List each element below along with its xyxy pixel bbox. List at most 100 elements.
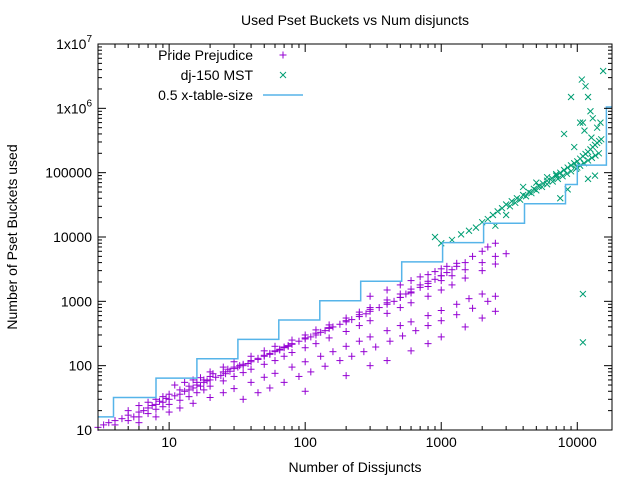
data-point: [156, 397, 164, 405]
data-point: [165, 390, 173, 398]
data-point: [162, 394, 170, 402]
marker-d2: [522, 192, 530, 200]
data-point: [383, 286, 391, 294]
marker-d2: [593, 124, 601, 132]
data-point: [355, 337, 363, 345]
marker-d2: [525, 188, 533, 196]
data-point: [266, 384, 274, 392]
marker-d2: [582, 82, 589, 90]
data-point: [552, 170, 560, 178]
data-point: [288, 363, 296, 371]
data-point: [560, 166, 568, 174]
data-point: [329, 323, 337, 331]
data-point: [181, 387, 189, 395]
data-point: [209, 370, 217, 378]
data-point: [212, 373, 220, 381]
data-point: [424, 340, 432, 348]
marker-d2: [511, 199, 519, 207]
data-point: [472, 224, 480, 231]
marker-d2: [581, 127, 588, 134]
data-point: [124, 417, 132, 425]
marker-d2: [554, 175, 562, 183]
y-tick-label: 10: [76, 422, 92, 438]
marker-d2: [506, 202, 514, 210]
data-point: [587, 107, 594, 115]
data-point: [538, 183, 546, 191]
marker-d2: [589, 114, 597, 122]
data-point: [355, 308, 363, 316]
x-tick-label: 10: [161, 434, 177, 450]
data-point: [579, 119, 587, 126]
data-point: [443, 262, 451, 270]
data-point: [465, 295, 473, 303]
data-point: [280, 378, 288, 386]
data-point: [453, 311, 461, 319]
data-point: [396, 304, 404, 312]
data-point: [386, 337, 394, 345]
data-point: [506, 202, 514, 210]
data-point: [159, 393, 167, 401]
data-point: [159, 403, 167, 411]
data-point: [584, 175, 592, 183]
marker-d2: [579, 339, 587, 346]
marker-d2: [556, 169, 564, 177]
chart-title: Used Pset Buckets vs Num disjuncts: [241, 12, 469, 28]
data-point: [461, 323, 469, 331]
data-point: [465, 227, 473, 235]
marker-d2: [578, 76, 586, 83]
y-axis-label: Number of Pset Buckets used: [4, 144, 20, 329]
data-point: [567, 167, 575, 175]
series-0: [94, 239, 510, 431]
marker-d2: [567, 161, 575, 169]
data-point: [148, 402, 156, 410]
data-point: [360, 348, 368, 356]
data-point: [144, 410, 152, 418]
data-point: [502, 211, 510, 219]
data-point: [260, 347, 268, 355]
data-point: [588, 134, 595, 142]
legend: Pride Prejudice dj-150 MST 0.5 x-table-siz…: [158, 47, 303, 103]
data-point: [461, 274, 469, 282]
data-point: [312, 326, 320, 334]
marker-d2: [478, 218, 486, 226]
x-axis-label: Number of Dissjuncts: [288, 459, 421, 475]
data-point: [448, 281, 456, 289]
marker-d2: [592, 152, 599, 159]
data-point: [559, 172, 566, 180]
marker-d2: [570, 159, 578, 167]
data-point: [508, 197, 516, 205]
marker-d2: [519, 191, 527, 199]
data-point: [516, 196, 524, 204]
data-point: [189, 399, 197, 407]
data-point: [171, 381, 179, 389]
marker-d2: [513, 194, 521, 202]
data-point: [383, 327, 391, 335]
marker-d2: [579, 290, 587, 298]
data-point: [570, 159, 578, 167]
marker-d2: [563, 170, 571, 178]
data-point: [597, 135, 605, 143]
marker-d2: [552, 170, 560, 178]
data-point: [224, 365, 232, 373]
data-point: [584, 93, 592, 101]
data-point: [491, 260, 499, 268]
data-point: [469, 304, 477, 312]
data-point: [171, 392, 179, 400]
data-point: [567, 161, 575, 169]
data-point: [431, 233, 439, 241]
data-point: [549, 178, 557, 185]
data-point: [185, 393, 193, 401]
data-point: [556, 169, 564, 177]
data-point: [276, 345, 284, 353]
data-point: [244, 360, 252, 368]
x-tick-label: 100: [294, 434, 318, 450]
x-tick-label: 1000: [426, 434, 457, 450]
data-point: [307, 368, 315, 376]
marker-d2: [588, 154, 596, 162]
marker-d2: [516, 196, 524, 204]
data-point: [181, 378, 189, 386]
marker-d2: [508, 197, 516, 205]
data-point: [424, 322, 432, 330]
legend-swatch: [279, 71, 287, 79]
